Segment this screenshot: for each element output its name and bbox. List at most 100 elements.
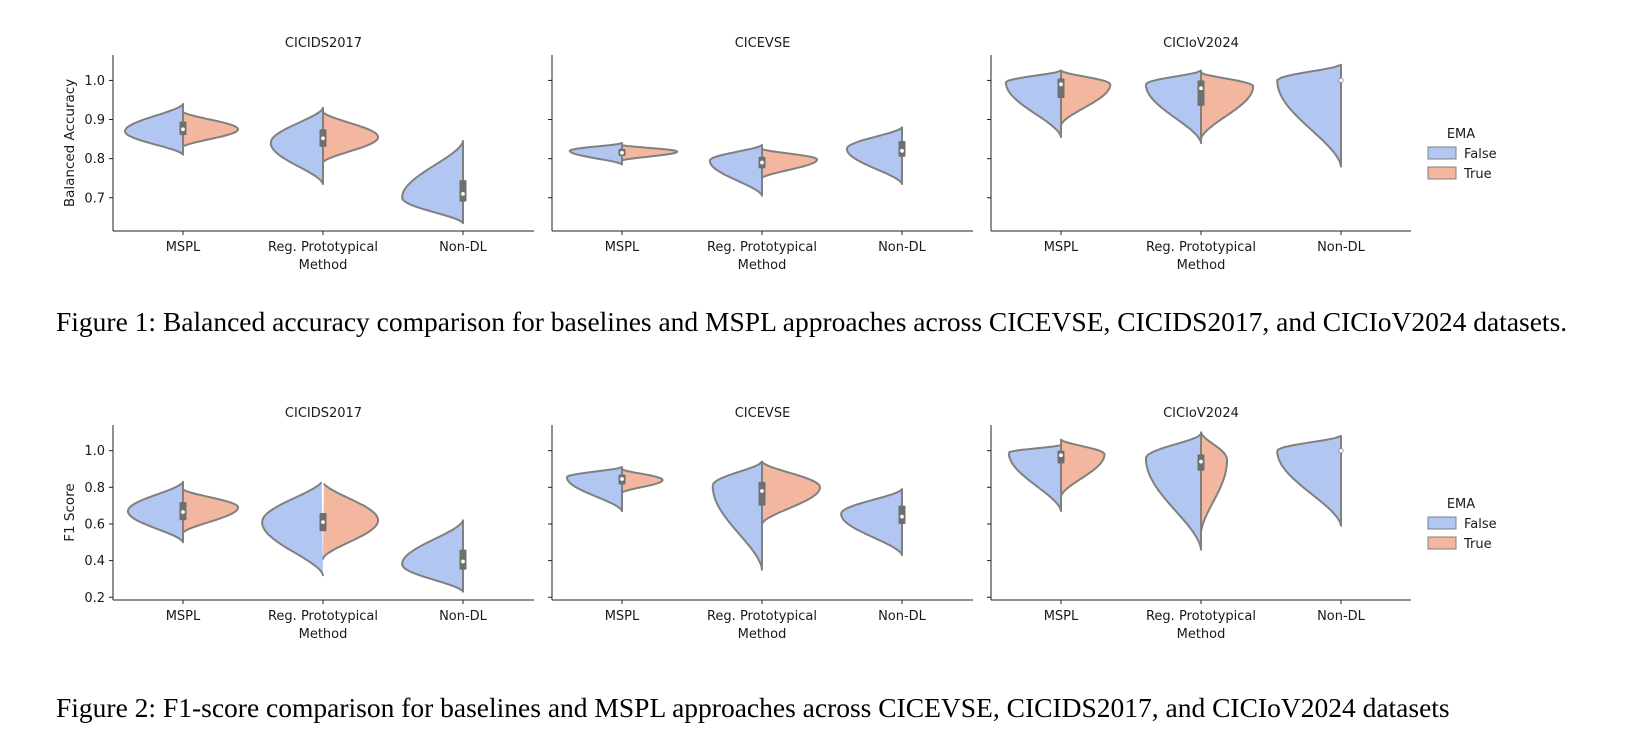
- legend-swatch-false: [1427, 146, 1457, 160]
- violin-non-dl: [401, 140, 467, 225]
- x-tick-label: MSPL: [166, 609, 201, 624]
- violin-half-false: [845, 126, 903, 186]
- iqr-box: [758, 481, 766, 506]
- violin-half-true: [621, 143, 679, 162]
- violin-half-false: [1145, 433, 1202, 551]
- panel-title: CICIoV2024: [1163, 406, 1239, 421]
- x-tick-label: MSPL: [1044, 609, 1079, 624]
- median-dot: [619, 476, 625, 482]
- median-dot: [899, 514, 905, 520]
- y-axis-label: F1 Score: [62, 483, 78, 541]
- median-dot: [1058, 452, 1064, 458]
- violin-non-dl: [1276, 434, 1344, 527]
- y-tick-label: 0.9: [84, 113, 105, 128]
- legend: EMA False True: [1427, 497, 1497, 552]
- x-tick-label: MSPL: [605, 609, 640, 624]
- median-dot: [1338, 448, 1344, 454]
- x-axis-label: Method: [299, 627, 348, 642]
- panel-cicevse: CICEVSE MSPL Reg. Prototypical Non-DL Method: [548, 406, 973, 642]
- figure-2-caption: Figure 2: F1-score comparison for baseli…: [56, 692, 1450, 723]
- iqr-box: [459, 180, 467, 202]
- median-dot: [320, 135, 326, 141]
- legend-label-false: False: [1464, 517, 1497, 532]
- violin-half-false: [126, 480, 184, 544]
- x-tick-label: Non-DL: [439, 240, 488, 255]
- legend: EMA False True: [1427, 127, 1497, 182]
- legend-swatch-false: [1427, 516, 1457, 530]
- violin-half-true: [1060, 438, 1106, 498]
- violin-half-false: [711, 460, 763, 571]
- x-tick-label: Reg. Prototypical: [1146, 240, 1256, 255]
- legend-swatch-true: [1427, 166, 1457, 180]
- violin-half-false: [1276, 63, 1342, 168]
- violin-half-false: [568, 142, 623, 166]
- x-tick-label: MSPL: [166, 240, 201, 255]
- violin-reg-prototypical: [1145, 431, 1229, 551]
- x-tick-label: Non-DL: [878, 240, 927, 255]
- x-tick-label: Non-DL: [878, 609, 927, 624]
- violin-mspl: [124, 102, 240, 156]
- median-dot: [1198, 85, 1204, 91]
- y-axis-label: Balanced Accuracy: [62, 79, 78, 207]
- x-tick-label: Reg. Prototypical: [268, 240, 378, 255]
- violin-non-dl: [1276, 63, 1344, 168]
- panel-title: CICEVSE: [735, 36, 791, 51]
- violin-half-false: [261, 481, 324, 577]
- x-tick-label: Non-DL: [439, 609, 488, 624]
- x-tick-label: Reg. Prototypical: [1146, 609, 1256, 624]
- figure-1-caption: Figure 1: Balanced accuracy comparison f…: [56, 306, 1568, 337]
- violin-half-true: [322, 110, 380, 164]
- violin-half-true: [322, 483, 380, 560]
- legend-label-false: False: [1464, 147, 1497, 162]
- violin-half-false: [1004, 69, 1062, 139]
- y-tick-label: 0.4: [84, 554, 105, 569]
- x-tick-label: Reg. Prototypical: [268, 609, 378, 624]
- panel-cicevse: CICEVSE MSPL Reg. Prototypical Non-DL Method: [548, 36, 973, 273]
- y-tick-label: 0.8: [84, 481, 105, 496]
- panel-ciciov2024: CICIoV2024 MSPL Reg. Prototypical Non-DL Met…: [987, 36, 1411, 273]
- median-dot: [180, 509, 186, 515]
- x-tick-label: Non-DL: [1317, 609, 1366, 624]
- median-dot: [460, 191, 466, 197]
- y-tick-label: 0.8: [84, 152, 105, 167]
- y-tick-label: 1.0: [84, 444, 105, 459]
- panel-title: CICEVSE: [735, 406, 791, 421]
- figure-2-chart: F1 Score CICIDS2017 0.2 0.4 0.6 0.8 1.0 MSPL Reg…: [62, 406, 1497, 642]
- violin-non-dl: [845, 126, 906, 186]
- violin-non-dl: [401, 519, 467, 593]
- violin-reg-prototypical: [1144, 69, 1255, 144]
- panel-cicids2017: CICIDS2017 0.2 0.4 0.6 0.8 1.0 MSPL Reg. Protot…: [84, 406, 534, 642]
- violin-half-true: [1200, 431, 1229, 535]
- legend-label-true: True: [1463, 537, 1492, 552]
- violin-half-true: [1200, 71, 1255, 141]
- violin-half-false: [401, 519, 464, 593]
- violin-half-false: [1276, 434, 1342, 527]
- panel-cicids2017: CICIDS2017 0.7 0.8 0.9 1.0 MSPL Reg. Prototypi…: [84, 36, 534, 273]
- violin-half-false: [708, 143, 763, 197]
- median-dot: [1338, 77, 1344, 83]
- x-tick-label: Reg. Prototypical: [707, 609, 817, 624]
- violin-half-false: [1007, 444, 1062, 513]
- violin-reg-prototypical: [261, 481, 380, 577]
- y-tick-label: 0.2: [84, 591, 105, 606]
- panel-title: CICIoV2024: [1163, 36, 1239, 51]
- x-axis-label: Method: [738, 258, 787, 273]
- violin-half-false: [565, 466, 623, 513]
- violin-non-dl: [840, 488, 906, 557]
- legend-swatch-true: [1427, 536, 1457, 550]
- violin-half-true: [182, 110, 240, 148]
- violin-reg-prototypical: [711, 460, 821, 571]
- figure-1-chart: Balanced Accuracy CICIDS2017 0.7 0.8 0.9 1.0 M…: [62, 36, 1497, 273]
- legend-title: EMA: [1447, 497, 1475, 512]
- median-dot: [899, 148, 905, 154]
- median-dot: [460, 559, 466, 565]
- median-dot: [619, 150, 625, 156]
- median-dot: [320, 519, 326, 525]
- violin-reg-prototypical: [708, 143, 818, 197]
- x-axis-label: Method: [738, 627, 787, 642]
- violin-mspl: [565, 466, 664, 513]
- violin-mspl: [1007, 438, 1106, 513]
- iqr-box: [1057, 78, 1065, 99]
- violin-mspl: [1004, 69, 1112, 139]
